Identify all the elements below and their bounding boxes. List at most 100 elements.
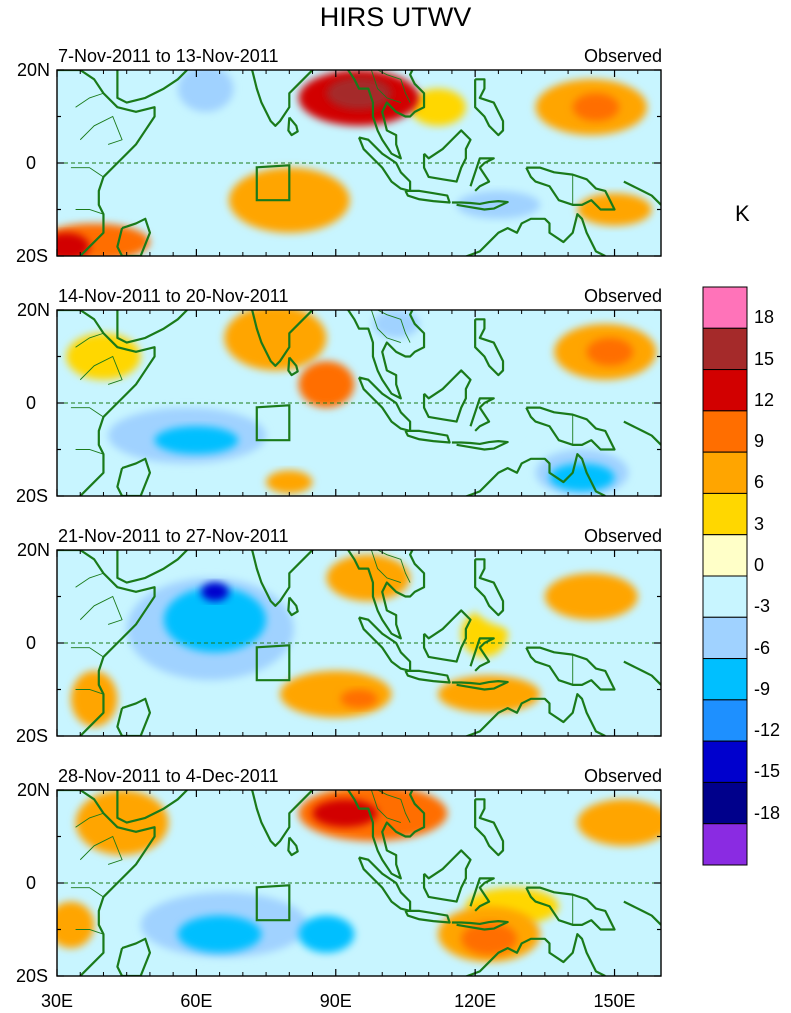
- map-panel-2: [57, 310, 661, 496]
- colorbar-swatch: [702, 534, 748, 577]
- country-border: [370, 70, 401, 103]
- country-border: [370, 790, 401, 823]
- colorbar-tick-label: 9: [754, 431, 765, 452]
- coastline: [451, 440, 509, 451]
- country-border: [70, 167, 104, 178]
- anomaly-blob: [572, 93, 620, 122]
- country-border: [79, 355, 123, 385]
- country-border: [79, 835, 123, 865]
- anomaly-blob: [154, 426, 239, 455]
- colorbar-tick-label: -6: [754, 637, 771, 658]
- colorbar-swatch: [702, 410, 748, 453]
- country-border: [75, 572, 104, 588]
- colorbar-swatch: [702, 327, 748, 371]
- coastline: [346, 790, 426, 880]
- coastline: [228, 70, 315, 127]
- colorbar-tick-label: -18: [754, 802, 781, 823]
- coastline: [116, 70, 188, 104]
- panel-tag: Observed: [583, 526, 662, 546]
- country-border: [376, 790, 411, 823]
- coastline: [474, 318, 505, 377]
- country-border: [79, 595, 123, 625]
- panel-tag: Observed: [583, 766, 662, 786]
- panel-date: 7-Nov-2011 to 13-Nov-2011: [58, 46, 279, 66]
- map-panel-1: [57, 70, 661, 256]
- region-box: [255, 884, 291, 922]
- coastline: [525, 646, 616, 691]
- coastline: [623, 180, 661, 206]
- lat-label-bottom: 20S: [15, 726, 48, 746]
- country-border: [376, 70, 411, 103]
- anomaly-blob: [298, 361, 355, 408]
- coastline: [346, 70, 426, 160]
- anomaly-blob: [577, 799, 661, 846]
- coastline: [287, 596, 299, 617]
- country-border: [376, 310, 411, 343]
- anomaly-blob: [298, 915, 355, 953]
- colorbar-swatch: [702, 740, 748, 783]
- colorbar-swatch: [702, 823, 748, 866]
- coastline: [116, 310, 188, 344]
- coastline: [525, 406, 616, 451]
- colorbar-swatch: [702, 575, 748, 618]
- colorbar-tick-label: -12: [754, 720, 781, 741]
- coastline: [464, 693, 606, 736]
- lon-label: 90E: [319, 991, 352, 1011]
- lat-label-mid: 0: [25, 873, 36, 893]
- country-border: [70, 407, 104, 418]
- colorbar-swatch: [702, 699, 748, 742]
- country-border: [75, 92, 104, 108]
- anomaly-blob: [461, 922, 517, 956]
- coastline: [474, 798, 505, 857]
- country-border: [370, 310, 401, 343]
- lat-label-top: 20N: [16, 60, 50, 80]
- figure-title: HIRS UTWV: [319, 2, 472, 32]
- anomaly-blob: [266, 470, 313, 494]
- country-border: [75, 929, 104, 935]
- anomaly-blob: [326, 76, 392, 110]
- coastline: [422, 369, 472, 423]
- coastline: [464, 933, 606, 976]
- colorbar-swatch: [702, 492, 748, 536]
- colorbar-tick-label: -15: [754, 761, 781, 782]
- coastline: [404, 189, 451, 204]
- coastline: [404, 909, 451, 924]
- coastline: [346, 550, 426, 640]
- lat-label-mid: 0: [25, 153, 36, 173]
- coastline: [469, 637, 495, 672]
- anomaly-blob: [372, 310, 420, 338]
- coastline: [623, 420, 661, 446]
- panel-date: 14-Nov-2011 to 20-Nov-2011: [58, 286, 289, 306]
- colorbar-tick-label: 15: [754, 348, 775, 369]
- coastline: [116, 550, 188, 584]
- coastline: [525, 166, 616, 211]
- colorbar-tick-label: 6: [754, 472, 765, 493]
- lon-label: 150E: [593, 991, 636, 1011]
- country-border: [376, 550, 411, 583]
- anomaly-blob: [140, 836, 253, 893]
- coastline: [525, 886, 616, 931]
- anomaly-blob: [177, 915, 262, 953]
- coastline: [116, 937, 152, 976]
- lon-label: 30E: [40, 991, 74, 1011]
- region-box: [255, 644, 291, 682]
- colorbar-tick-label: 0: [754, 555, 765, 575]
- coastline: [464, 453, 606, 496]
- colorbar-swatch: [702, 286, 748, 329]
- anomaly-blob: [84, 163, 215, 219]
- colorbar-tick-label: -9: [754, 678, 771, 699]
- lat-label-mid: 0: [25, 633, 36, 653]
- lat-label-top: 20N: [16, 540, 50, 560]
- colorbar-swatch: [702, 451, 748, 494]
- coastline: [228, 310, 315, 367]
- anomaly-blob: [451, 93, 545, 140]
- anomaly-blob: [312, 799, 378, 828]
- anomaly-blob: [57, 232, 90, 256]
- panel-tag: Observed: [583, 46, 662, 66]
- coastline: [474, 558, 505, 617]
- country-border: [79, 115, 123, 145]
- coastline: [474, 78, 505, 137]
- anomaly-blob: [340, 689, 378, 709]
- colorbar-swatch: [702, 369, 748, 412]
